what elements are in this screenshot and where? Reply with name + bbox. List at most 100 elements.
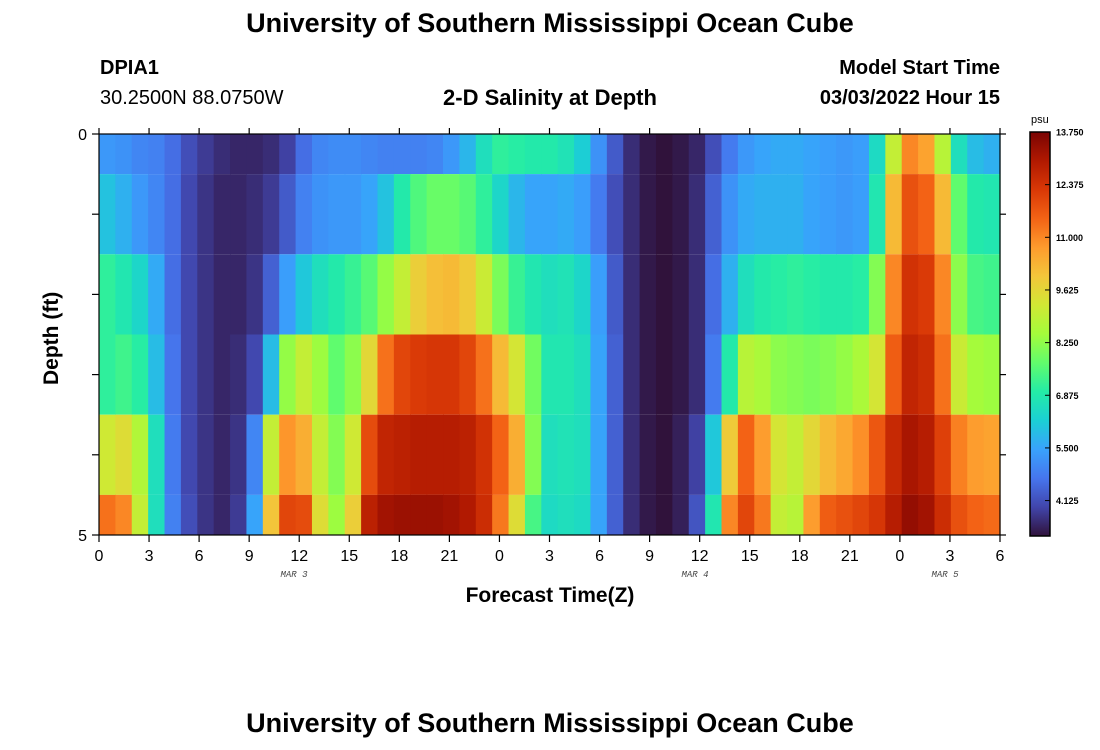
date-label-mar4: MAR 4 <box>681 570 709 580</box>
heatmap-cell <box>131 134 149 175</box>
heatmap-cell <box>180 174 198 255</box>
heatmap-cell <box>672 414 690 495</box>
heatmap-cell <box>115 334 133 415</box>
heatmap-cell <box>655 174 673 255</box>
heatmap-cell <box>524 414 542 495</box>
heatmap-cell <box>950 414 968 495</box>
heatmap-cell <box>819 494 837 535</box>
heatmap-cell <box>475 494 493 535</box>
heatmap-cell <box>328 334 346 415</box>
colorbar-tick-label: 6.875 <box>1056 391 1079 401</box>
heatmap-cell <box>606 494 624 535</box>
heatmap-cell <box>606 334 624 415</box>
heatmap-cell <box>541 414 559 495</box>
heatmap-cell <box>410 254 428 335</box>
x-tick-label: 3 <box>945 548 954 565</box>
heatmap-cell <box>901 334 919 415</box>
heatmap-cell <box>295 334 313 415</box>
heatmap-cell <box>623 494 641 535</box>
colorbar: 13.750 12.375 11.000 9.625 8.250 6.875 5.500 4.… <box>1029 128 1084 537</box>
heatmap-cell <box>180 334 198 415</box>
heatmap-cell <box>885 254 903 335</box>
heatmap-cell <box>475 254 493 335</box>
heatmap-cell <box>606 174 624 255</box>
heatmap-cell <box>426 414 444 495</box>
heatmap-cell <box>885 134 903 175</box>
heatmap-cell <box>148 134 166 175</box>
heatmap-cell <box>492 254 510 335</box>
heatmap-cell <box>967 254 985 335</box>
heatmap-cell <box>459 494 477 535</box>
heatmap-cell <box>557 174 575 255</box>
report-title-repeat: University of Southern Mississippi Ocean… <box>246 708 854 738</box>
heatmap-cell <box>705 494 723 535</box>
heatmap-cell <box>230 494 248 535</box>
heatmap-cell <box>901 414 919 495</box>
heatmap-cell <box>426 174 444 255</box>
heatmap-cell <box>803 494 821 535</box>
heatmap-cell <box>197 254 215 335</box>
date-label-mar3: MAR 3 <box>280 570 308 580</box>
heatmap-cell <box>459 254 477 335</box>
heatmap-cell <box>262 494 280 535</box>
heatmap-cell <box>262 174 280 255</box>
heatmap-cell <box>492 494 510 535</box>
heatmap-cell <box>557 134 575 175</box>
x-tick-label: 15 <box>340 548 358 565</box>
heatmap-cell <box>754 174 772 255</box>
heatmap-cell <box>410 414 428 495</box>
heatmap-cell <box>197 334 215 415</box>
x-tick-label: 21 <box>841 548 859 565</box>
heatmap-cell <box>967 414 985 495</box>
heatmap-cell <box>852 494 870 535</box>
heatmap-cell <box>737 134 755 175</box>
heatmap-cell <box>983 254 1001 335</box>
heatmap-cell <box>115 254 133 335</box>
heatmap-cell <box>164 414 182 495</box>
heatmap-cell <box>868 334 886 415</box>
heatmap-cell <box>492 134 510 175</box>
heatmap-cell <box>164 174 182 255</box>
heatmap-cell <box>885 494 903 535</box>
heatmap-cell <box>262 414 280 495</box>
heatmap-cell <box>901 494 919 535</box>
heatmap-cell <box>754 414 772 495</box>
colorbar-unit-label: psu <box>1031 114 1049 126</box>
heatmap-cell <box>655 414 673 495</box>
heatmap-cell <box>148 174 166 255</box>
heatmap-cell <box>721 134 739 175</box>
heatmap-cell <box>852 134 870 175</box>
heatmap-cell <box>180 134 198 175</box>
heatmap-cell <box>361 414 379 495</box>
heatmap-cell <box>836 254 854 335</box>
heatmap-cell <box>918 414 936 495</box>
heatmap-cell <box>836 134 854 175</box>
heatmap-cell <box>180 254 198 335</box>
heatmap-cell <box>852 414 870 495</box>
heatmap-cell <box>230 134 248 175</box>
heatmap-cell <box>426 134 444 175</box>
heatmap-cell <box>279 174 297 255</box>
heatmap-cell <box>688 414 706 495</box>
heatmap-cell <box>443 414 460 495</box>
heatmap-cell <box>443 134 460 175</box>
heatmap-cell <box>754 254 772 335</box>
heatmap-cell <box>721 414 739 495</box>
colorbar-tick-label: 4.125 <box>1056 496 1079 506</box>
heatmap-cell <box>99 174 116 255</box>
x-tick-label: 15 <box>741 548 759 565</box>
heatmap-cell <box>295 254 313 335</box>
heatmap-cell <box>213 254 231 335</box>
heatmap-cell <box>197 494 215 535</box>
heatmap-cell <box>541 334 559 415</box>
heatmap-cell <box>819 174 837 255</box>
heatmap-cell <box>475 174 493 255</box>
heatmap-cell <box>475 134 493 175</box>
heatmap-cell <box>639 254 657 335</box>
heatmap-cell <box>705 174 723 255</box>
heatmap-cell <box>672 174 690 255</box>
heatmap-cell <box>672 134 690 175</box>
heatmap-cell <box>459 334 477 415</box>
heatmap-cell <box>836 334 854 415</box>
y-tick-label: 0 <box>78 127 87 144</box>
